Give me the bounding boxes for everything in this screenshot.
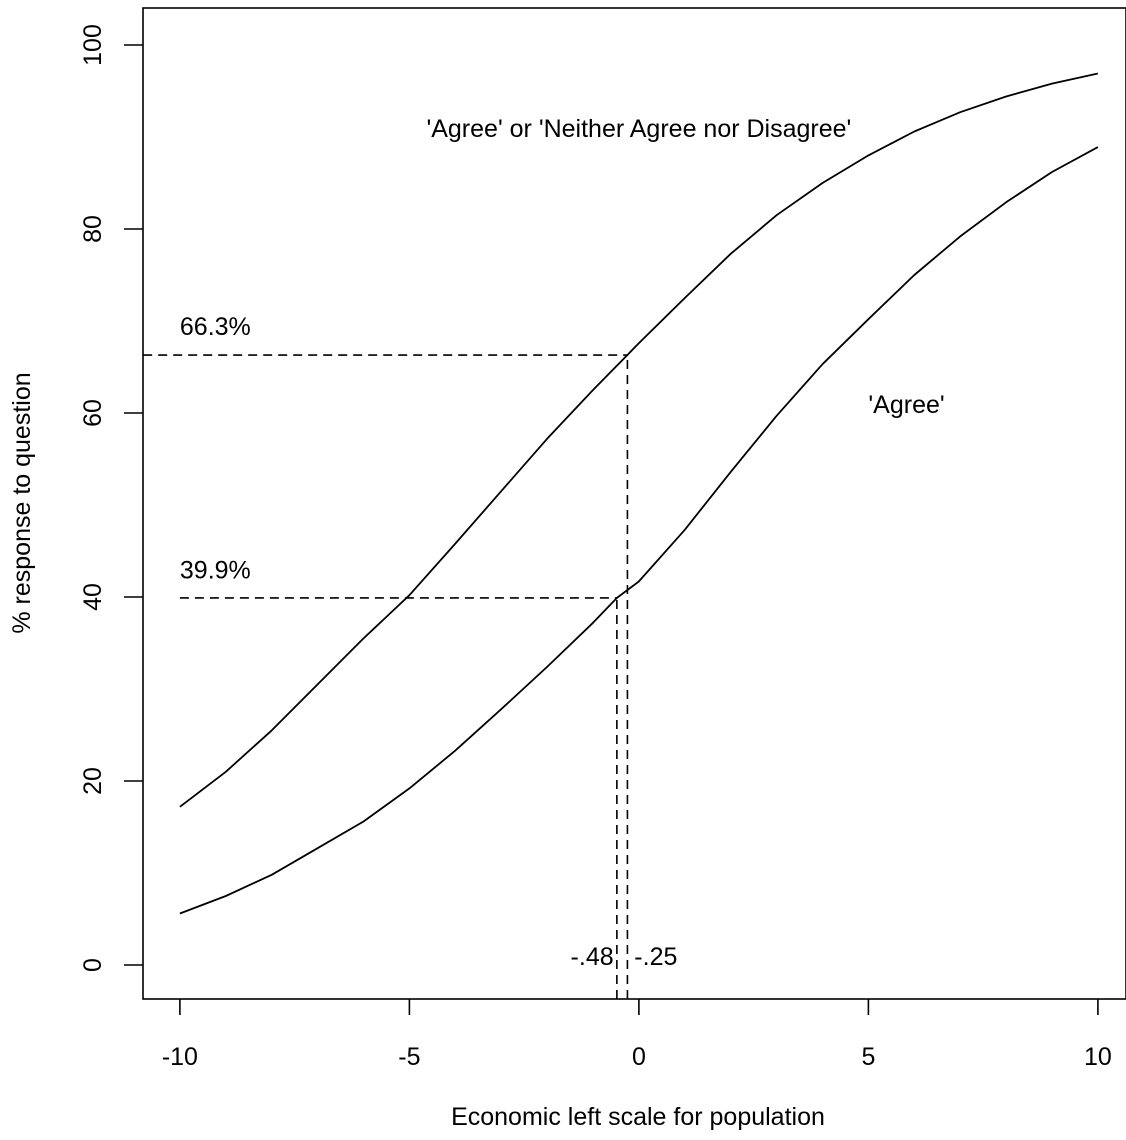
series-lines: [179, 72, 1099, 915]
annotation-6: -.25: [634, 943, 677, 971]
x-tick-label: 5: [861, 1043, 875, 1071]
annotation-2: 'Agree': [868, 391, 944, 419]
y-axis: 0 20 40 60 80 100: [79, 24, 143, 972]
annotation-3: 66.3%: [180, 313, 251, 341]
x-tick-label: 0: [632, 1043, 646, 1071]
y-axis-label: % response to question: [8, 372, 36, 633]
plot-frame: [142, 7, 1126, 1000]
y-tick-label: 0: [79, 958, 107, 972]
x-tick-label: 10: [1084, 1043, 1112, 1071]
y-tick-label: 20: [79, 767, 107, 795]
x-tick-label: -10: [162, 1043, 198, 1071]
y-tick-label: 100: [79, 24, 107, 66]
x-axis: -10 -5 0 5 10: [162, 999, 1112, 1071]
series-line-1: [179, 72, 1099, 808]
y-tick-label: 80: [79, 215, 107, 243]
x-axis-label: Economic left scale for population: [451, 1103, 825, 1131]
reference-lines: [143, 354, 629, 999]
annotation-1: 'Agree' or 'Neither Agree nor Disagree': [426, 115, 851, 143]
annotation-5: -.48: [571, 943, 614, 971]
series-line-2: [179, 146, 1099, 915]
annotations: 'Agree' or 'Neither Agree nor Disagree' '…: [180, 115, 945, 971]
x-tick-label: -5: [398, 1043, 420, 1071]
annotation-4: 39.9%: [180, 557, 251, 585]
y-tick-label: 60: [79, 399, 107, 427]
y-tick-label: 40: [79, 583, 107, 611]
